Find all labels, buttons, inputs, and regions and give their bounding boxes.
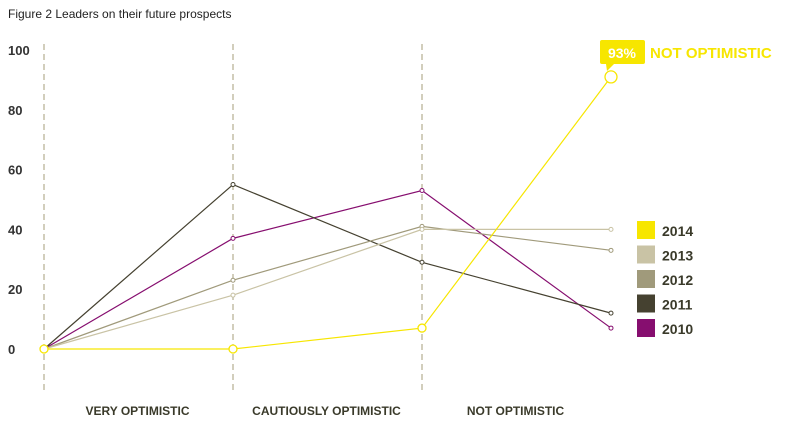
data-point [419, 188, 425, 194]
legend-item-2014: 2014 [637, 221, 693, 239]
x-tick-label: NOT OPTIMISTIC [467, 404, 565, 418]
series-line-2011 [43, 183, 612, 350]
legend-label: 2010 [662, 321, 693, 337]
series-line-2013 [43, 228, 611, 350]
data-point [417, 323, 427, 333]
series-2013 [41, 226, 614, 352]
series-line-2012 [43, 225, 612, 350]
data-point [39, 344, 49, 354]
data-point [230, 235, 236, 241]
callout-badge [600, 40, 645, 64]
y-tick-label: 0 [8, 342, 15, 357]
legend-item-2012: 2012 [637, 270, 693, 288]
series-2012 [41, 223, 614, 352]
legend-swatch [637, 270, 655, 288]
data-point [608, 247, 614, 253]
y-tick-label: 80 [8, 103, 22, 118]
figure-title: Figure 2 Leaders on their future prospec… [8, 7, 231, 21]
data-point [419, 259, 425, 265]
series-line-2014 [44, 76, 612, 350]
series-2010 [41, 188, 614, 352]
y-tick-label: 60 [8, 163, 22, 178]
callout-label: NOT OPTIMISTIC [650, 45, 772, 62]
legend-item-2013: 2013 [637, 245, 693, 264]
legend-label: 2014 [662, 223, 693, 239]
series-line-2010 [43, 189, 612, 350]
data-point [604, 70, 618, 84]
data-point [228, 344, 238, 354]
legend: 2014 2013 2012 2011 2010 [637, 221, 693, 337]
series-lines [39, 70, 618, 354]
legend-label: 2011 [662, 297, 693, 313]
y-tick-label: 100 [8, 43, 30, 58]
data-point [230, 292, 236, 298]
legend-item-2010: 2010 [637, 319, 693, 337]
y-axis-ticks: 100 80 60 40 20 0 [8, 43, 30, 357]
y-tick-label: 40 [8, 222, 22, 237]
data-point [608, 310, 614, 316]
callout-value: 93% [608, 45, 637, 61]
gridlines [43, 44, 423, 390]
legend-swatch [637, 245, 655, 264]
x-tick-label: CAUTIOUSLY OPTIMISTIC [252, 404, 401, 418]
legend-label: 2013 [662, 248, 693, 264]
legend-swatch [637, 319, 655, 337]
legend-label: 2012 [662, 272, 693, 288]
data-point [608, 226, 614, 232]
y-tick-label: 20 [8, 282, 22, 297]
data-point [230, 182, 236, 188]
x-axis-ticks: VERY OPTIMISTIC CAUTIOUSLY OPTIMISTIC NOT … [85, 404, 564, 418]
data-point [608, 325, 614, 331]
legend-swatch [637, 294, 655, 313]
data-point [419, 226, 425, 232]
legend-swatch [637, 221, 655, 239]
series-2014 [39, 70, 618, 354]
legend-item-2011: 2011 [637, 294, 693, 313]
series-2011 [41, 182, 614, 352]
callout-pointer [606, 64, 614, 71]
callout: 93% NOT OPTIMISTIC [600, 40, 772, 71]
x-tick-label: VERY OPTIMISTIC [85, 404, 189, 418]
data-point [230, 277, 236, 283]
